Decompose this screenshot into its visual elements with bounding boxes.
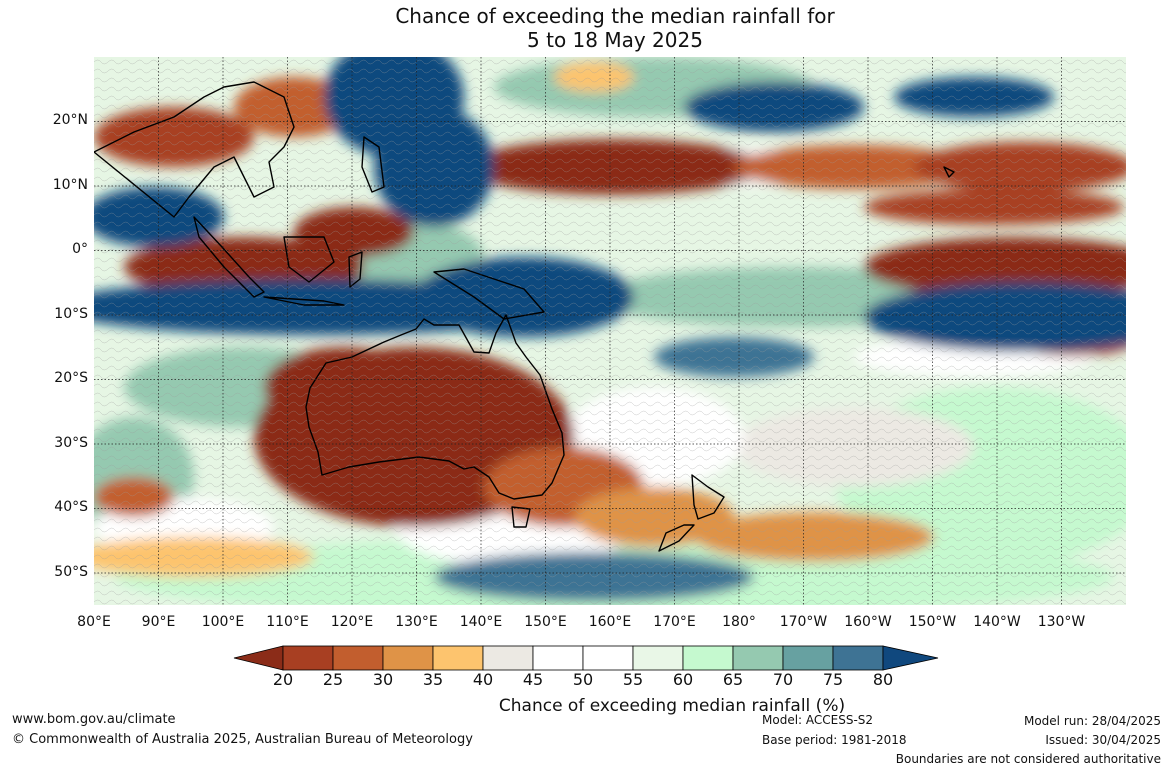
website-link[interactable]: www.bom.gov.au/climate bbox=[12, 712, 176, 727]
lon-label-150e: 150°E bbox=[524, 614, 567, 630]
colorbar-swatch-40-45 bbox=[482, 645, 534, 671]
lon-label-180: 180° bbox=[722, 614, 756, 630]
colorbar-tick-25: 25 bbox=[322, 670, 344, 689]
colorbar-tick-20: 20 bbox=[272, 670, 294, 689]
lon-label-160e: 160°E bbox=[588, 614, 632, 630]
colorbar-swatch-60-65 bbox=[682, 645, 734, 671]
colorbar-swatch-70-75 bbox=[782, 645, 834, 671]
lat-label-20s: 20°S bbox=[54, 370, 88, 386]
lat-label-50s: 50°S bbox=[54, 564, 88, 580]
lat-label-10n: 10°N bbox=[52, 177, 88, 193]
colorbar-swatch-45-50 bbox=[532, 645, 584, 671]
lon-label-140w: 140°W bbox=[973, 614, 1021, 630]
colorbar-swatch-55-60 bbox=[632, 645, 684, 671]
lon-label-80e: 80°E bbox=[77, 614, 111, 630]
lat-label-30s: 30°S bbox=[54, 435, 88, 451]
colorbar-swatch-50-55 bbox=[582, 645, 634, 671]
colorbar-tick-70: 70 bbox=[772, 670, 794, 689]
colorbar-under-arrow bbox=[233, 645, 284, 671]
colorbar-tick-55: 55 bbox=[622, 670, 644, 689]
lat-label-0: 0° bbox=[72, 241, 88, 257]
colorbar-over-arrow bbox=[882, 645, 939, 671]
colorbar-tick-40: 40 bbox=[472, 670, 494, 689]
map-title-line-2: 5 to 18 May 2025 bbox=[527, 28, 703, 52]
lon-label-170w: 170°W bbox=[779, 614, 828, 630]
colorbar-swatch-20-25 bbox=[282, 645, 334, 671]
copyright-text: © Commonwealth of Australia 2025, Austra… bbox=[12, 732, 473, 747]
lon-label-130w: 130°W bbox=[1037, 614, 1086, 630]
boundary-disclaimer: Boundaries are not considered authoritat… bbox=[895, 752, 1161, 766]
issued-date: Issued: 30/04/2025 bbox=[1045, 733, 1161, 747]
colorbar-tick-75: 75 bbox=[822, 670, 844, 689]
map-title-line-1: Chance of exceeding the median rainfall … bbox=[395, 4, 835, 28]
colorbar-swatch-75-80 bbox=[832, 645, 884, 671]
colorbar-tick-80: 80 bbox=[872, 670, 894, 689]
lon-label-140e: 140°E bbox=[459, 614, 503, 630]
colorbar-tick-45: 45 bbox=[522, 670, 544, 689]
lon-label-150w: 150°W bbox=[908, 614, 957, 630]
model-run-date: Model run: 28/04/2025 bbox=[1023, 714, 1161, 728]
grid-lines bbox=[94, 57, 1126, 605]
lon-label-120e: 120°E bbox=[330, 614, 374, 630]
colorbar-tick-65: 65 bbox=[722, 670, 744, 689]
colorbar-swatch-35-40 bbox=[432, 645, 484, 671]
rainfall-map bbox=[94, 57, 1126, 605]
lat-label-10s: 10°S bbox=[54, 306, 88, 322]
lat-label-20n: 20°N bbox=[52, 112, 88, 128]
lon-label-160w: 160°W bbox=[844, 614, 892, 630]
colorbar-swatch-65-70 bbox=[732, 645, 784, 671]
coastlines bbox=[94, 81, 955, 552]
base-period: Base period: 1981-2018 bbox=[762, 733, 907, 747]
lon-label-170e: 170°E bbox=[653, 614, 696, 630]
colorbar-tick-30: 30 bbox=[372, 670, 394, 689]
model-name: Model: ACCESS-S2 bbox=[762, 713, 874, 727]
colorbar-swatch-30-35 bbox=[382, 645, 434, 671]
lon-label-90e: 90°E bbox=[141, 614, 176, 630]
colorbar-tick-60: 60 bbox=[672, 670, 694, 689]
colorbar-swatch-25-30 bbox=[332, 645, 384, 671]
lon-label-130e: 130°E bbox=[395, 614, 438, 630]
lon-label-110e: 110°E bbox=[266, 614, 309, 630]
colorbar-label: Chance of exceeding median rainfall (%) bbox=[498, 696, 846, 716]
colorbar bbox=[233, 645, 939, 671]
colorbar-tick-35: 35 bbox=[422, 670, 444, 689]
lon-label-100e: 100°E bbox=[201, 614, 245, 630]
lat-label-40s: 40°S bbox=[54, 499, 88, 515]
colorbar-tick-50: 50 bbox=[572, 670, 594, 689]
